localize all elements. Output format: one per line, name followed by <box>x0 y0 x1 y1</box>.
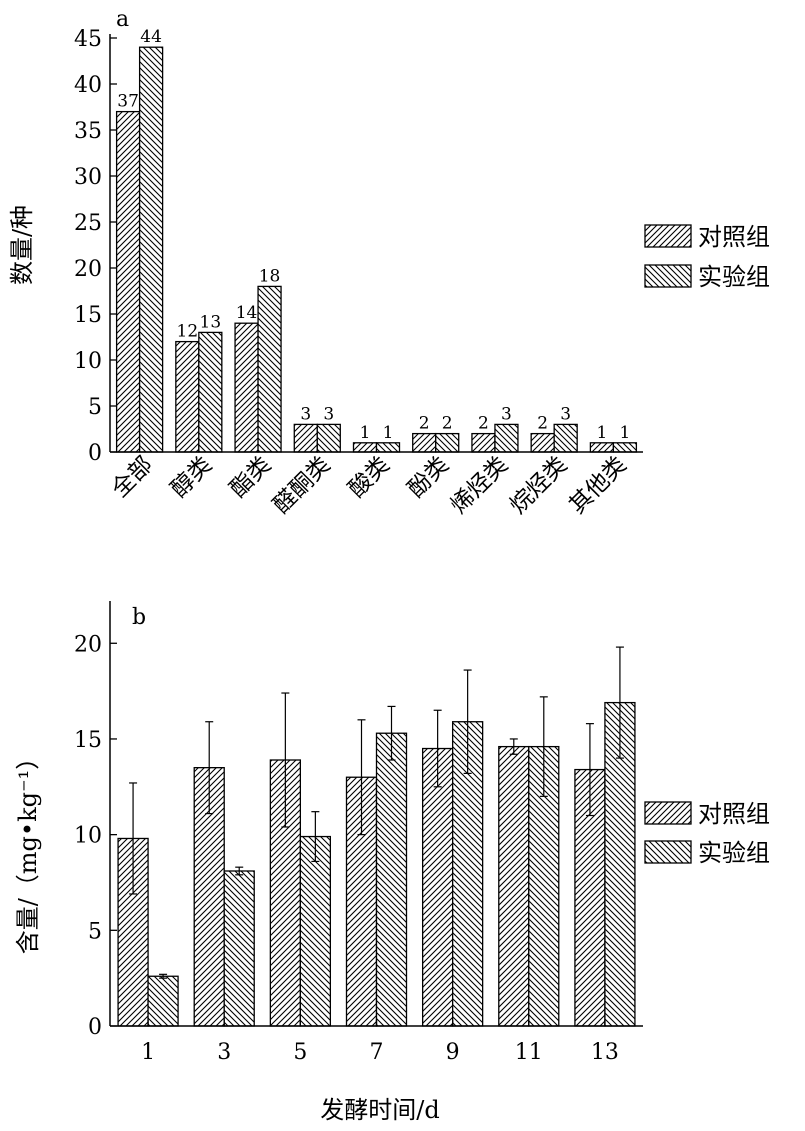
category-label: 其他类 <box>564 452 631 519</box>
value-label: 18 <box>259 266 281 286</box>
bar-experiment-1 <box>147 975 179 1027</box>
value-label: 1 <box>360 423 371 443</box>
y-tick-label: 45 <box>74 27 102 52</box>
y-tick-label: 20 <box>74 257 102 282</box>
bar-control-2 <box>175 340 200 453</box>
y-tick-label: 15 <box>74 728 102 753</box>
bar-control-5 <box>352 442 378 453</box>
bar-control-3 <box>234 322 259 453</box>
bar-control-7 <box>471 432 496 453</box>
legend-b-control-swatch <box>644 801 692 825</box>
panel-b-x-axis-title: 发酵时间/d <box>320 1096 439 1124</box>
y-tick-label: 35 <box>74 119 102 144</box>
legend-a-experiment-label: 实验组 <box>698 263 770 291</box>
bar-experiment-3 <box>257 285 282 453</box>
panel-b-legend: 对照组 实验组 <box>644 800 770 867</box>
bar-experiment-1 <box>138 46 164 453</box>
bar-control-1 <box>115 110 141 453</box>
y-tick-label: 30 <box>74 165 102 190</box>
panel-a-legend: 对照组 实验组 <box>644 223 770 291</box>
category-label: 1 <box>141 1040 155 1065</box>
y-tick-label: 0 <box>88 441 102 466</box>
category-label: 3 <box>217 1040 231 1065</box>
bar-experiment-2 <box>223 870 255 1027</box>
value-label: 3 <box>501 404 512 424</box>
bar-control-5 <box>421 747 454 1027</box>
bar-control-6 <box>412 432 437 453</box>
value-label: 2 <box>442 414 453 434</box>
y-tick-label: 10 <box>74 824 102 849</box>
category-label: 醇类 <box>166 452 217 503</box>
legend-a-experiment-swatch <box>644 264 692 288</box>
panel-b-label: b <box>132 605 146 630</box>
value-label: 2 <box>419 414 430 434</box>
category-label: 烷烃类 <box>505 452 572 519</box>
value-label: 1 <box>619 423 630 443</box>
value-label: 14 <box>236 303 258 323</box>
value-label: 1 <box>596 423 607 443</box>
value-label: 3 <box>300 404 311 424</box>
bar-experiment-7 <box>494 423 519 453</box>
category-label: 醛酮类 <box>268 452 335 519</box>
y-tick-label: 5 <box>88 919 102 944</box>
category-label: 酸类 <box>344 452 395 503</box>
legend-b-control-label: 对照组 <box>698 800 770 828</box>
panel-b-y-axis-title: 含量/（mg•kg⁻¹） <box>14 746 42 955</box>
category-label: 13 <box>591 1040 619 1065</box>
value-label: 2 <box>537 414 548 434</box>
y-tick-label: 40 <box>74 73 102 98</box>
category-label: 酯类 <box>225 452 276 503</box>
category-label: 酚类 <box>403 452 454 503</box>
category-label: 9 <box>446 1040 460 1065</box>
bar-experiment-9 <box>612 442 638 453</box>
bar-experiment-4 <box>375 732 408 1027</box>
bar-control-6 <box>498 745 530 1027</box>
y-tick-label: 0 <box>88 1015 102 1040</box>
bar-experiment-5 <box>375 442 401 453</box>
category-label: 烯烃类 <box>446 452 513 519</box>
category-label: 5 <box>293 1040 307 1065</box>
y-tick-label: 20 <box>74 632 102 657</box>
value-label: 2 <box>478 414 489 434</box>
y-tick-label: 15 <box>74 303 102 328</box>
legend-b-experiment-label: 实验组 <box>698 839 770 867</box>
bar-experiment-6 <box>435 432 460 453</box>
bar-experiment-3 <box>299 835 332 1027</box>
category-label: 全部 <box>107 452 158 503</box>
bar-experiment-4 <box>316 423 341 453</box>
value-label: 3 <box>323 404 334 424</box>
y-tick-label: 25 <box>74 211 102 236</box>
y-tick-label: 5 <box>88 395 102 420</box>
bar-experiment-2 <box>198 331 223 453</box>
value-label: 3 <box>560 404 571 424</box>
panel-a-label: a <box>116 7 129 32</box>
bar-experiment-8 <box>553 423 578 453</box>
value-label: 12 <box>177 322 199 342</box>
value-label: 1 <box>383 423 394 443</box>
value-label: 37 <box>117 92 139 112</box>
category-label: 11 <box>515 1040 543 1065</box>
value-label: 44 <box>140 27 162 47</box>
legend-b-experiment-swatch <box>644 840 692 864</box>
bar-control-9 <box>589 442 615 453</box>
bar-control-8 <box>530 432 555 453</box>
y-tick-label: 10 <box>74 349 102 374</box>
panel-a-y-axis-title: 数量/种 <box>8 205 36 285</box>
legend-a-control-label: 对照组 <box>698 223 770 251</box>
category-label: 7 <box>370 1040 384 1065</box>
bar-control-4 <box>293 423 318 453</box>
value-label: 13 <box>200 312 222 332</box>
legend-a-control-swatch <box>644 224 692 248</box>
